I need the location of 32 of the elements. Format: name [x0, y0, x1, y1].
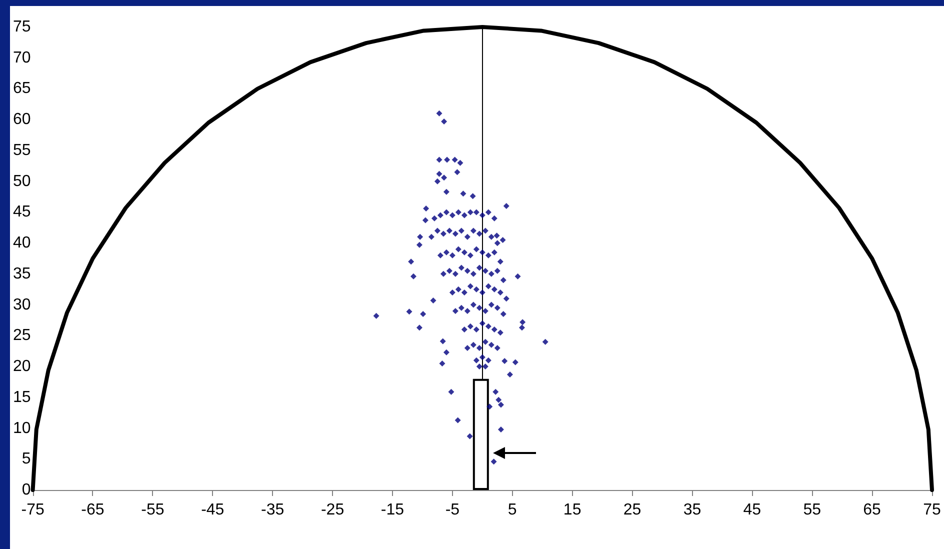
x-tick-label: -15 [380, 502, 404, 518]
x-tick-label: -75 [21, 502, 44, 518]
x-tick-label: 55 [803, 502, 822, 518]
x-tick-label: 25 [623, 502, 642, 518]
y-tick-label: 40 [13, 234, 31, 252]
y-tick-label: 50 [13, 172, 31, 190]
y-tick-label: 30 [13, 296, 31, 314]
x-tick-label: 65 [863, 502, 882, 518]
x-tick-label: -35 [261, 502, 284, 518]
x-tick-label: 35 [683, 502, 702, 518]
y-tick-label: 45 [13, 204, 31, 221]
x-tick-label: -5 [445, 502, 460, 518]
y-tick-label: 0 [22, 482, 31, 498]
y-tick-label: 10 [13, 420, 31, 437]
x-tick-label: -25 [320, 502, 344, 518]
x-tick-label: -45 [201, 502, 224, 518]
y-tick-label: 15 [13, 388, 31, 406]
x-tick-label: 75 [923, 502, 941, 518]
y-tick-label: 20 [13, 358, 31, 376]
y-tick-label: 25 [13, 327, 31, 344]
x-tick-label: 45 [743, 502, 762, 518]
y-tick-label: 55 [13, 142, 31, 159]
x-tick-label: -55 [141, 502, 164, 518]
y-tick-label: 65 [13, 80, 31, 98]
y-tick-label: 35 [13, 265, 31, 282]
x-tick-label: 5 [508, 502, 517, 518]
y-tick-label: 70 [13, 49, 31, 66]
y-tick-label: 75 [13, 18, 31, 36]
y-tick-label: 60 [13, 111, 31, 128]
x-tick-label: -65 [81, 502, 104, 518]
x-tick-label: 15 [563, 502, 582, 518]
y-tick-label: 5 [22, 450, 31, 468]
